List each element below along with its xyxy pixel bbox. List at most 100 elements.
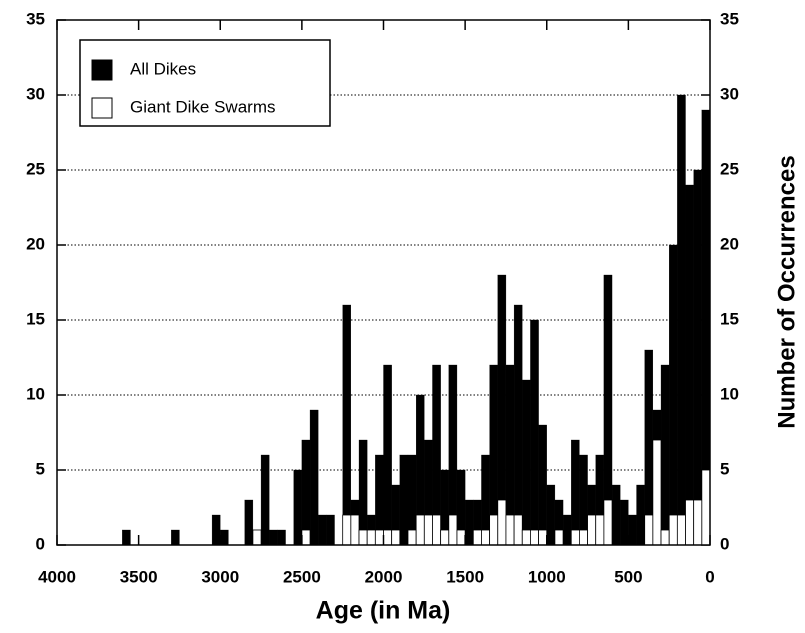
- bar-overlay: [383, 529, 393, 546]
- bar-overlay: [489, 514, 499, 546]
- bar-overlay: [350, 514, 360, 546]
- bar-overlay: [603, 499, 613, 546]
- bar: [628, 514, 637, 546]
- bar: [571, 439, 580, 546]
- bar: [122, 529, 131, 546]
- legend-label: All Dikes: [130, 59, 196, 78]
- bar-overlay: [423, 514, 433, 546]
- bar-overlay: [252, 529, 262, 546]
- bar-overlay: [530, 529, 539, 546]
- bar: [301, 439, 311, 546]
- y-tick-label: 5: [36, 459, 45, 478]
- legend-label: Giant Dike Swarms: [130, 97, 275, 116]
- bar: [211, 514, 221, 546]
- bar-overlay: [358, 529, 368, 546]
- bar: [171, 529, 180, 546]
- bar: [399, 454, 409, 546]
- y2-tick-label: 10: [720, 384, 739, 403]
- bar-overlay: [342, 514, 352, 546]
- bar-overlay: [570, 529, 580, 546]
- x-tick-label: 0: [705, 567, 714, 586]
- bar-overlay: [456, 529, 466, 546]
- bar-overlay: [366, 529, 376, 546]
- bar-overlay: [432, 514, 442, 546]
- x-tick-label: 1500: [446, 567, 484, 586]
- y2-tick-label: 20: [720, 234, 739, 253]
- bar-overlay: [472, 529, 482, 546]
- x-tick-label: 3500: [120, 567, 158, 586]
- bar: [326, 514, 335, 546]
- bar-overlay: [685, 499, 695, 546]
- y2-tick-label: 0: [720, 534, 729, 553]
- bar: [685, 184, 694, 546]
- bar: [342, 304, 352, 546]
- bar: [546, 484, 556, 546]
- bar-overlay: [701, 469, 711, 546]
- y-tick-label: 25: [26, 159, 45, 178]
- bar: [383, 364, 392, 546]
- bar: [513, 304, 523, 546]
- x-tick-label: 2000: [365, 567, 403, 586]
- bar: [318, 514, 327, 546]
- x-tick-label: 1000: [528, 567, 566, 586]
- y2-tick-label: 25: [720, 159, 739, 178]
- bar-overlay: [521, 529, 531, 546]
- y-axis-title: Number of Occurrences: [773, 155, 800, 428]
- legend-box: [79, 39, 331, 127]
- bar: [244, 499, 254, 546]
- x-axis-title: Age (in Ma): [316, 597, 451, 625]
- y-tick-label: 35: [26, 9, 45, 28]
- bar: [693, 169, 702, 546]
- x-tick-label: 4000: [38, 567, 76, 586]
- bar-overlay: [676, 514, 686, 546]
- bar-overlay: [538, 529, 548, 546]
- bar-overlay: [481, 529, 491, 546]
- bar-overlay: [668, 514, 678, 546]
- bar: [530, 319, 539, 546]
- bar: [269, 529, 278, 546]
- bar: [522, 379, 531, 546]
- bar: [562, 514, 572, 546]
- bar-overlay: [374, 529, 384, 546]
- bar: [636, 484, 645, 546]
- x-tick-label: 3000: [201, 567, 239, 586]
- bar-overlay: [652, 439, 662, 546]
- bar: [277, 529, 286, 546]
- bar: [260, 454, 270, 546]
- bar: [358, 439, 368, 546]
- bar-overlay: [301, 529, 311, 546]
- bar-overlay: [505, 514, 515, 546]
- y-tick-label: 20: [26, 234, 45, 253]
- y-tick-label: 0: [36, 534, 45, 553]
- bar-overlay: [448, 514, 458, 546]
- x-tick-label: 500: [614, 567, 642, 586]
- bar-overlay: [407, 529, 417, 546]
- bar: [669, 244, 678, 546]
- bar-overlay: [554, 529, 564, 546]
- y2-tick-label: 15: [720, 309, 739, 328]
- y2-tick-label: 5: [720, 459, 729, 478]
- y-tick-label: 30: [26, 84, 45, 103]
- bar: [464, 499, 474, 546]
- bar-overlay: [579, 529, 588, 546]
- bar-overlay: [440, 529, 450, 546]
- bar: [538, 424, 547, 546]
- legend-swatch: [91, 59, 113, 81]
- bar: [220, 529, 229, 546]
- bar: [620, 499, 629, 546]
- legend-swatch: [91, 97, 113, 119]
- y2-tick-label: 35: [720, 9, 739, 28]
- bar: [293, 469, 303, 546]
- bar: [677, 94, 686, 546]
- bar-overlay: [693, 499, 703, 546]
- y2-tick-label: 30: [720, 84, 739, 103]
- bar-overlay: [660, 529, 670, 546]
- y-tick-label: 15: [26, 309, 45, 328]
- bar: [611, 484, 621, 546]
- bar-overlay: [595, 514, 605, 546]
- bar-overlay: [497, 499, 507, 546]
- bar: [660, 364, 670, 546]
- bar: [309, 409, 319, 546]
- bar-overlay: [644, 514, 654, 546]
